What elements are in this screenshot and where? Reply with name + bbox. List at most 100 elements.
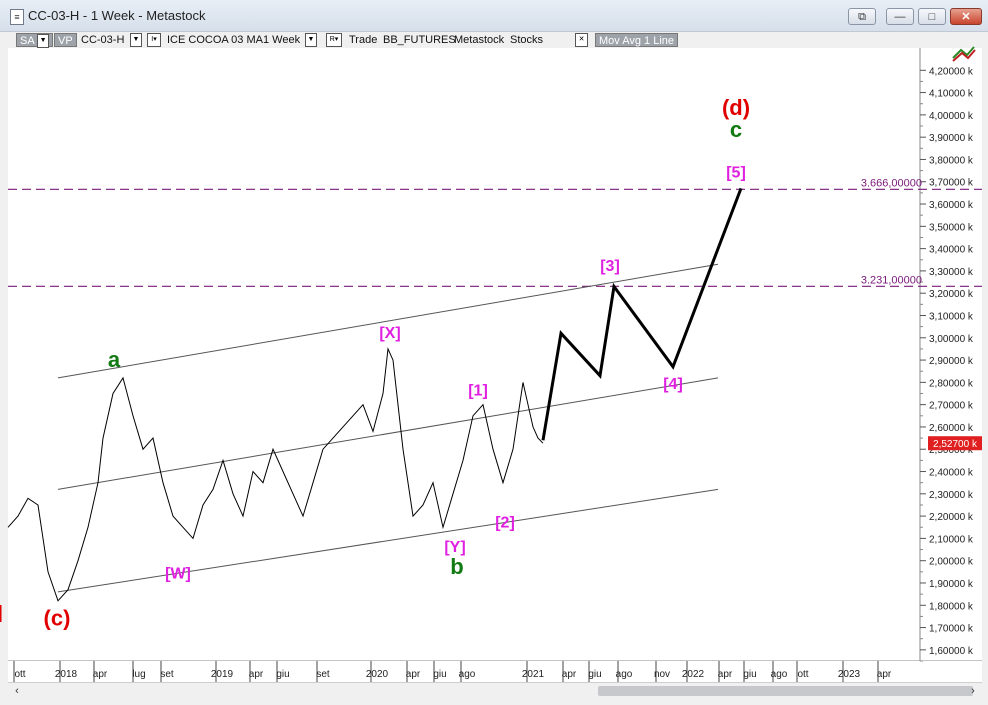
x-tick-label: ago [616,669,633,680]
x-tick-label: giu [743,669,756,680]
horizontal-scrollbar[interactable]: ‹ › [8,682,982,699]
price-series [7,347,544,602]
y-tick-label: 3,60000 k [929,200,974,211]
y-tick-label: 2,00000 k [929,557,974,568]
close-indicator-button[interactable]: ✕ [575,33,588,47]
period-label: 1 Week [263,34,301,46]
y-tick-label: 2,30000 k [929,490,974,501]
wave-label: [1] [468,383,488,400]
symbol-dropdown[interactable]: ▼ [130,33,142,47]
price-level-label: 3.231,00000 [861,274,922,286]
x-tick-label: 2021 [522,669,545,680]
indicator-label[interactable]: Mov Avg 1 Line [595,33,679,47]
x-tick-label: 2019 [211,669,234,680]
x-tick-label: apr [406,669,421,680]
x-tick-label: set [160,669,174,680]
wave-label: [X] [379,325,400,342]
scroll-right-icon[interactable]: › [971,685,975,697]
minimize-button[interactable]: — [886,8,914,25]
instrument-name: ICE COCOA 03 MA [167,34,263,46]
chevron-down-icon: ▼ [305,33,317,47]
trend-channel-line [57,488,719,593]
y-tick-label: 2,80000 k [929,378,974,389]
x-tick-label: lug [132,669,145,680]
y-tick-label: 3,30000 k [929,267,974,278]
x-tick-label: apr [93,669,108,680]
y-tick-label: 1,90000 k [929,579,974,590]
chart-tools-icon[interactable] [952,46,976,62]
maximize-button[interactable]: □ [918,8,946,25]
y-tick-label: 1,80000 k [929,601,974,612]
x-tick-label: ago [771,669,788,680]
y-tick-label: 3,40000 k [929,245,974,256]
x-tick-label: apr [718,669,733,680]
y-tick-label: 4,20000 k [929,66,974,77]
x-tick-label: nov [654,669,670,680]
x-tick-label: 2018 [55,669,78,680]
x-tick-label: apr [877,669,892,680]
y-tick-label: 4,10000 k [929,89,974,100]
vp-button[interactable]: VP [54,33,77,47]
sa-button[interactable]: SA ▼ [16,33,54,48]
close-button[interactable]: ✕ [950,8,982,25]
chart-document-icon: ≡ [10,9,24,25]
x-tick-label: giu [588,669,601,680]
feed-label: BB_FUTURES [383,34,456,46]
x-tick-label: ott [797,669,808,680]
restore-all-button[interactable]: ⧉ [848,8,876,25]
y-tick-label: 2,10000 k [929,534,974,545]
y-tick-label: 3,50000 k [929,222,974,233]
trend-channel-line [57,377,719,490]
wave-label: c [730,117,742,142]
chevron-down-icon: ▼ [37,34,50,48]
scroll-thumb[interactable] [598,686,973,696]
window-title: CC-03-H - 1 Week - Metastock [28,8,206,23]
x-tick-label: ago [459,669,476,680]
wave-label: [3] [600,258,620,275]
price-level-label: 3.666,00000 [861,177,922,189]
wave-label: [Y] [444,539,465,556]
x-tick-label: apr [562,669,577,680]
interval-dropdown[interactable]: I▾ [147,33,161,47]
wave-label: [4] [663,376,683,393]
x-tick-label: giu [433,669,446,680]
symbol-label: CC-03-H [81,34,125,46]
wave-label: [5] [726,164,746,181]
x-tick-label: 2020 [366,669,389,680]
x-tick-label: giu [276,669,289,680]
y-tick-label: 3,80000 k [929,155,974,166]
y-tick-label: 2,90000 k [929,356,974,367]
y-tick-label: 1,60000 k [929,646,974,657]
right-axis-dropdown[interactable]: R▾ [326,33,342,47]
scroll-left-icon[interactable]: ‹ [15,685,19,697]
period-dropdown[interactable]: ▼ [305,33,317,47]
x-tick-label: 2023 [838,669,861,680]
x-tick-label: set [316,669,330,680]
chevron-down-icon: ▼ [130,33,142,47]
y-tick-label: 3,20000 k [929,289,974,300]
y-tick-label: 2,70000 k [929,401,974,412]
wave-label: [W] [165,566,191,583]
x-tick-label: 2022 [682,669,705,680]
y-tick-label: 3,70000 k [929,178,974,189]
x-tick-label: apr [249,669,264,680]
wave-label: (d) [722,95,750,120]
wave-label: [2] [495,514,515,531]
last-price-label: 2,52700 k [933,439,978,450]
y-tick-label: 2,60000 k [929,423,974,434]
provider-label: Metastock [454,34,505,46]
y-tick-label: 3,00000 k [929,334,974,345]
type-label: Stocks [510,34,544,46]
wave-label: a [108,347,121,372]
y-tick-label: 1,70000 k [929,624,974,635]
trend-channel-line [57,263,719,379]
y-tick-label: 3,90000 k [929,133,974,144]
projection-path [541,187,743,441]
y-tick-label: 2,20000 k [929,512,974,523]
chart-toolbar: SA ▼ VP CC-03-H ▼ I▾ ICE COCOA 03 MA 1 W… [10,31,980,49]
y-tick-label: 3,10000 k [929,311,974,322]
y-tick-label: 4,00000 k [929,111,974,122]
y-tick-label: 2,50000 k [929,445,974,456]
title-bar[interactable]: ≡ CC-03-H - 1 Week - Metastock ⧉ — □ ✕ [0,0,988,32]
